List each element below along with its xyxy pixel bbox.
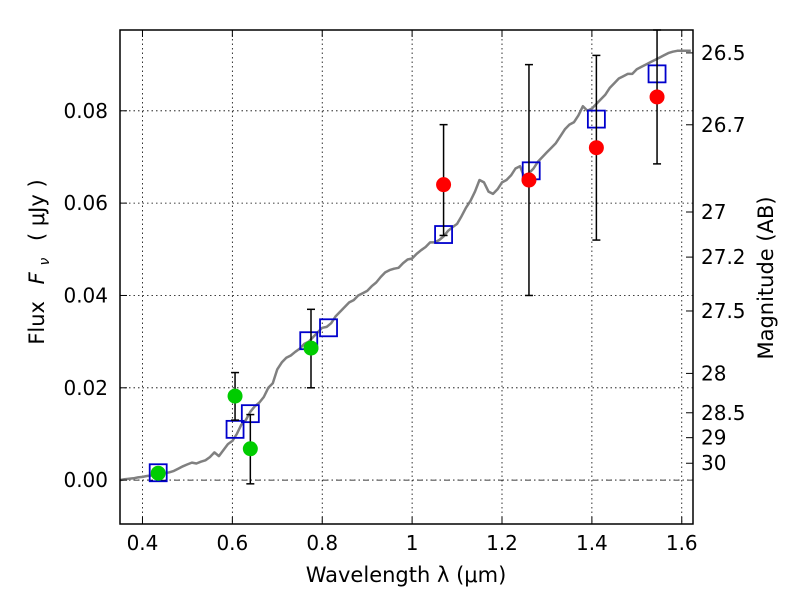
y-tick-label: 0.06 xyxy=(63,191,108,215)
y-axis-label-subscript: ν xyxy=(37,258,53,266)
magnitude-axis-label: Magnitude (AB) xyxy=(754,196,778,359)
y-axis-ticks: 0.00 0.02 0.04 0.06 0.08 xyxy=(63,99,127,492)
model-band-square xyxy=(148,463,168,483)
magnitude-tick-label: 26.7 xyxy=(701,113,746,137)
y-axis-label-symbol: F xyxy=(25,271,49,284)
x-tick-label: 1.4 xyxy=(576,531,608,555)
magnitude-tick-label: 28 xyxy=(701,361,726,385)
magnitude-tick-label: 27.2 xyxy=(701,245,746,269)
magnitude-tick-label: 30 xyxy=(701,451,726,475)
acs-data-point xyxy=(303,340,319,356)
magnitude-tick-label: 28.5 xyxy=(701,401,746,425)
x-tick-label: 0.8 xyxy=(306,531,338,555)
x-tick-label: 1.6 xyxy=(666,531,698,555)
acs-data-point xyxy=(242,441,258,457)
wfc3-data-point xyxy=(588,140,604,156)
y-axis-label: Flux F ν ( μJy ) xyxy=(25,179,54,344)
y-tick-label: 0.04 xyxy=(63,283,108,307)
acs-data-point xyxy=(150,465,166,481)
y-axis-label-prefix: Flux xyxy=(25,301,49,345)
magnitude-tick-label: 29 xyxy=(701,426,726,450)
y-tick-label: 0.02 xyxy=(63,376,108,400)
y-tick-label: 0.00 xyxy=(63,468,108,492)
magnitude-tick-label: 27.5 xyxy=(701,299,746,323)
magnitude-tick-label: 26.5 xyxy=(701,41,746,65)
y-axis-label-unit: ( μJy ) xyxy=(25,179,49,241)
data-series xyxy=(119,29,691,485)
x-axis-ticks: 0.4 0.6 0.8 1 1.2 1.4 1.6 xyxy=(127,30,698,555)
model-band-square xyxy=(319,318,338,338)
wfc3-data-point xyxy=(649,89,665,105)
x-axis-label: Wavelength λ (μm) xyxy=(306,563,507,587)
x-tick-label: 1 xyxy=(406,531,419,555)
x-tick-label: 0.6 xyxy=(216,531,248,555)
wfc3-data-point xyxy=(436,177,452,193)
plot-frame xyxy=(119,29,694,525)
wfc3-data-point xyxy=(521,172,537,188)
x-tick-label: 0.4 xyxy=(127,531,159,555)
grid xyxy=(120,30,693,524)
magnitude-tick-label: 27 xyxy=(701,200,726,224)
y-tick-label: 0.08 xyxy=(63,99,108,123)
x-tick-label: 1.2 xyxy=(486,531,518,555)
acs-data-point xyxy=(227,388,243,404)
